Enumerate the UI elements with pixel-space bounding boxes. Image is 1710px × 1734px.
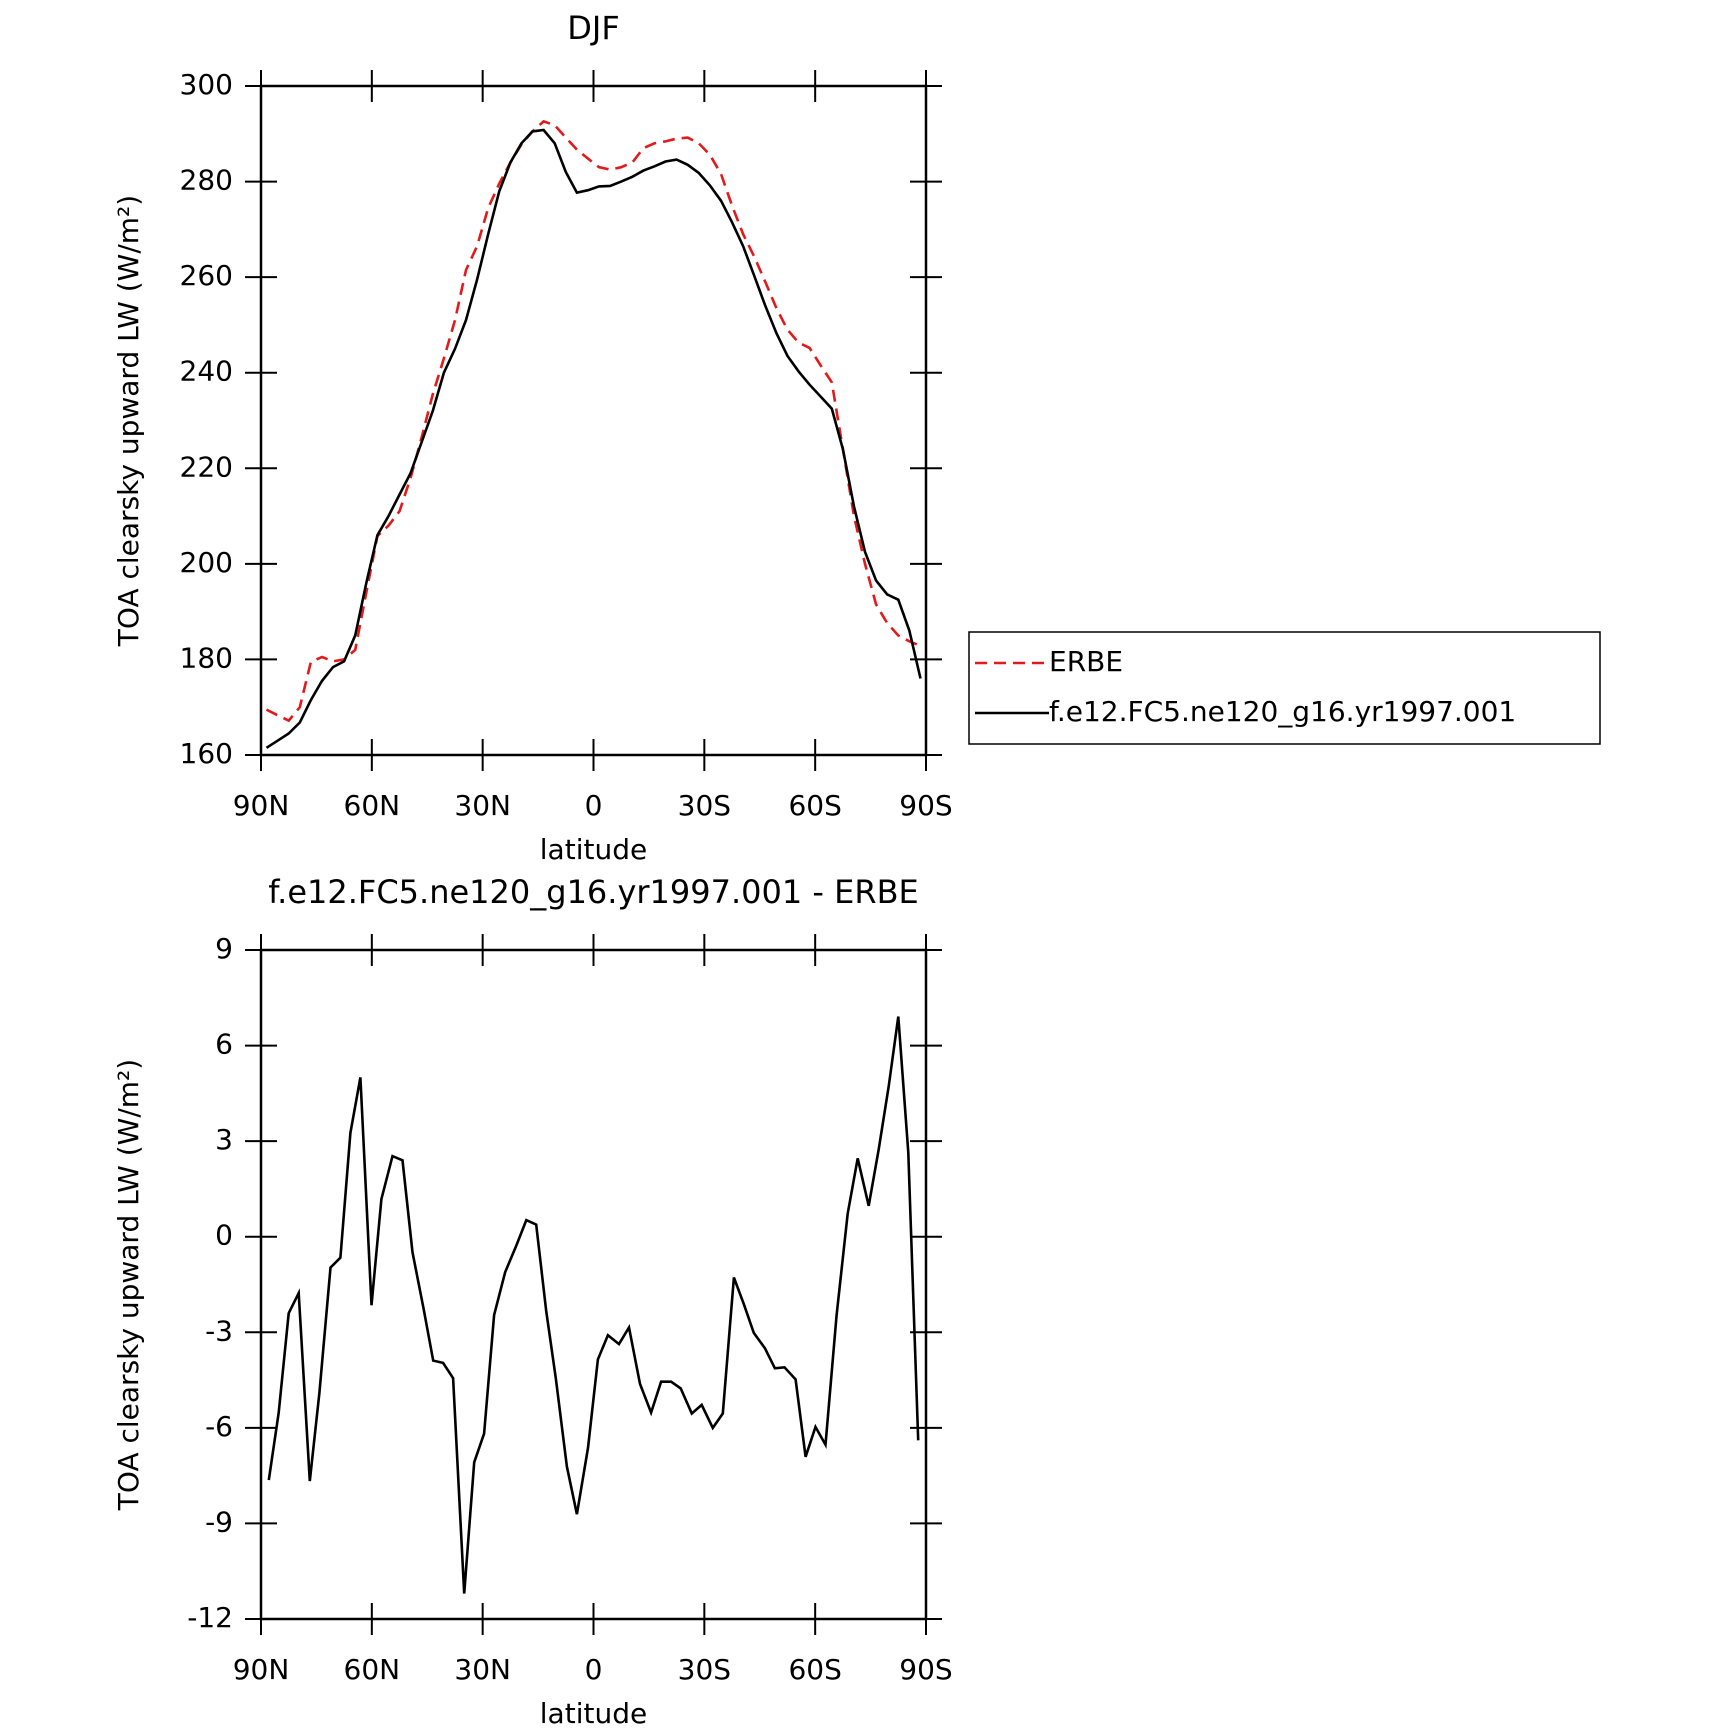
y-tick-label: 9 — [215, 932, 233, 965]
y-tick-label: -12 — [187, 1601, 233, 1634]
y-tick-label: 160 — [180, 737, 233, 770]
x-tick-label: 90S — [899, 789, 952, 822]
legend-box — [968, 631, 1601, 745]
data-line — [265, 128, 922, 749]
x-tick-label: 0 — [585, 789, 603, 822]
x-tick-label: 60N — [344, 789, 401, 822]
legend-label: ERBE — [1049, 645, 1123, 678]
x-tick-label: 30N — [454, 789, 511, 822]
x-tick-label: 90N — [233, 789, 290, 822]
y-tick-label: 280 — [180, 164, 233, 197]
chart-title: DJF — [567, 9, 619, 47]
x-tick-label: 60S — [788, 1653, 841, 1686]
y-tick-label: 300 — [180, 68, 233, 101]
y-tick-label: 200 — [180, 546, 233, 579]
y-tick-label: 6 — [215, 1028, 233, 1061]
x-tick-label: 30S — [678, 789, 731, 822]
data-line — [267, 1016, 920, 1594]
y-axis-label: TOA clearsky upward LW (W/m²) — [112, 195, 145, 647]
y-tick-label: 220 — [180, 450, 233, 483]
y-axis-label: TOA clearsky upward LW (W/m²) — [112, 1059, 145, 1511]
x-tick-label: 30N — [454, 1653, 511, 1686]
y-tick-label: 3 — [215, 1123, 233, 1156]
y-tick-label: -3 — [205, 1314, 233, 1347]
plot-frame — [259, 948, 928, 1621]
y-tick-label: 260 — [180, 259, 233, 292]
x-tick-label: 60S — [788, 789, 841, 822]
data-line — [265, 119, 922, 723]
y-tick-label: -9 — [205, 1505, 233, 1538]
legend-label: f.e12.FC5.ne120_g16.yr1997.001 — [1049, 695, 1516, 728]
x-tick-label: 0 — [585, 1653, 603, 1686]
y-tick-label: 0 — [215, 1219, 233, 1252]
x-tick-label: 90S — [899, 1653, 952, 1686]
x-tick-label: 30S — [678, 1653, 731, 1686]
y-tick-label: -6 — [205, 1410, 233, 1443]
x-axis-label: latitude — [540, 833, 647, 866]
x-axis-label: latitude — [540, 1697, 647, 1730]
x-tick-label: 90N — [233, 1653, 290, 1686]
chart-title: f.e12.FC5.ne120_g16.yr1997.001 - ERBE — [268, 873, 919, 911]
y-tick-label: 240 — [180, 355, 233, 388]
plot-frame — [259, 84, 928, 757]
x-tick-label: 60N — [344, 1653, 401, 1686]
y-tick-label: 180 — [180, 641, 233, 674]
